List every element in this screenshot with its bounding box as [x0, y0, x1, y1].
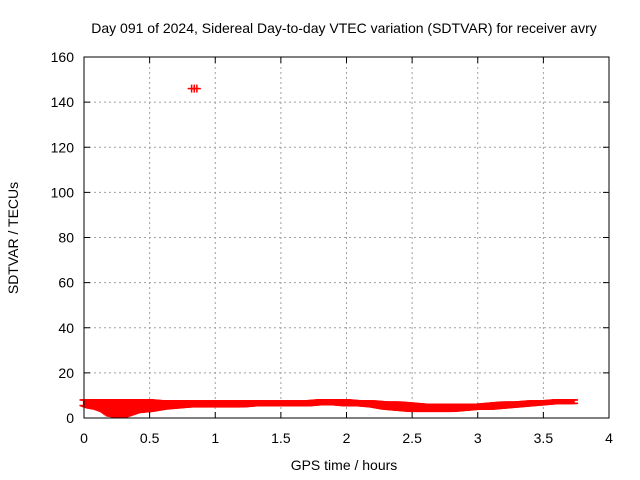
chart-title: Day 091 of 2024, Sidereal Day-to-day VTE… — [91, 20, 597, 36]
y-tick-label: 140 — [51, 94, 75, 110]
grid — [84, 57, 609, 418]
y-tick-label: 160 — [51, 49, 75, 65]
y-tick-label: 80 — [58, 230, 74, 246]
x-tick-label: 2.5 — [402, 430, 422, 446]
x-axis-ticks: 0 0.5 1 1.5 2 2.5 3 3.5 4 — [80, 57, 613, 446]
plot-area — [79, 84, 579, 418]
y-tick-label: 120 — [51, 139, 75, 155]
x-tick-label: 1 — [211, 430, 219, 446]
x-tick-label: 0 — [80, 430, 88, 446]
y-tick-label: 0 — [66, 410, 74, 426]
y-tick-label: 100 — [51, 184, 75, 200]
x-axis-label: GPS time / hours — [291, 457, 398, 473]
sdtvar-series — [79, 399, 579, 418]
x-tick-label: 3 — [474, 430, 482, 446]
x-tick-label: 0.5 — [140, 430, 160, 446]
outlier-points — [187, 84, 201, 93]
x-tick-label: 2 — [343, 430, 351, 446]
x-tick-label: 3.5 — [534, 430, 554, 446]
x-tick-label: 4 — [605, 430, 613, 446]
y-axis-label: SDTVAR / TECUs — [5, 182, 21, 294]
y-tick-label: 20 — [58, 365, 74, 381]
x-tick-label: 1.5 — [271, 430, 291, 446]
outlier-point — [192, 84, 201, 93]
y-tick-label: 60 — [58, 275, 74, 291]
y-axis-ticks: 0 20 40 60 80 100 120 140 160 — [51, 49, 609, 426]
y-tick-label: 40 — [58, 320, 74, 336]
